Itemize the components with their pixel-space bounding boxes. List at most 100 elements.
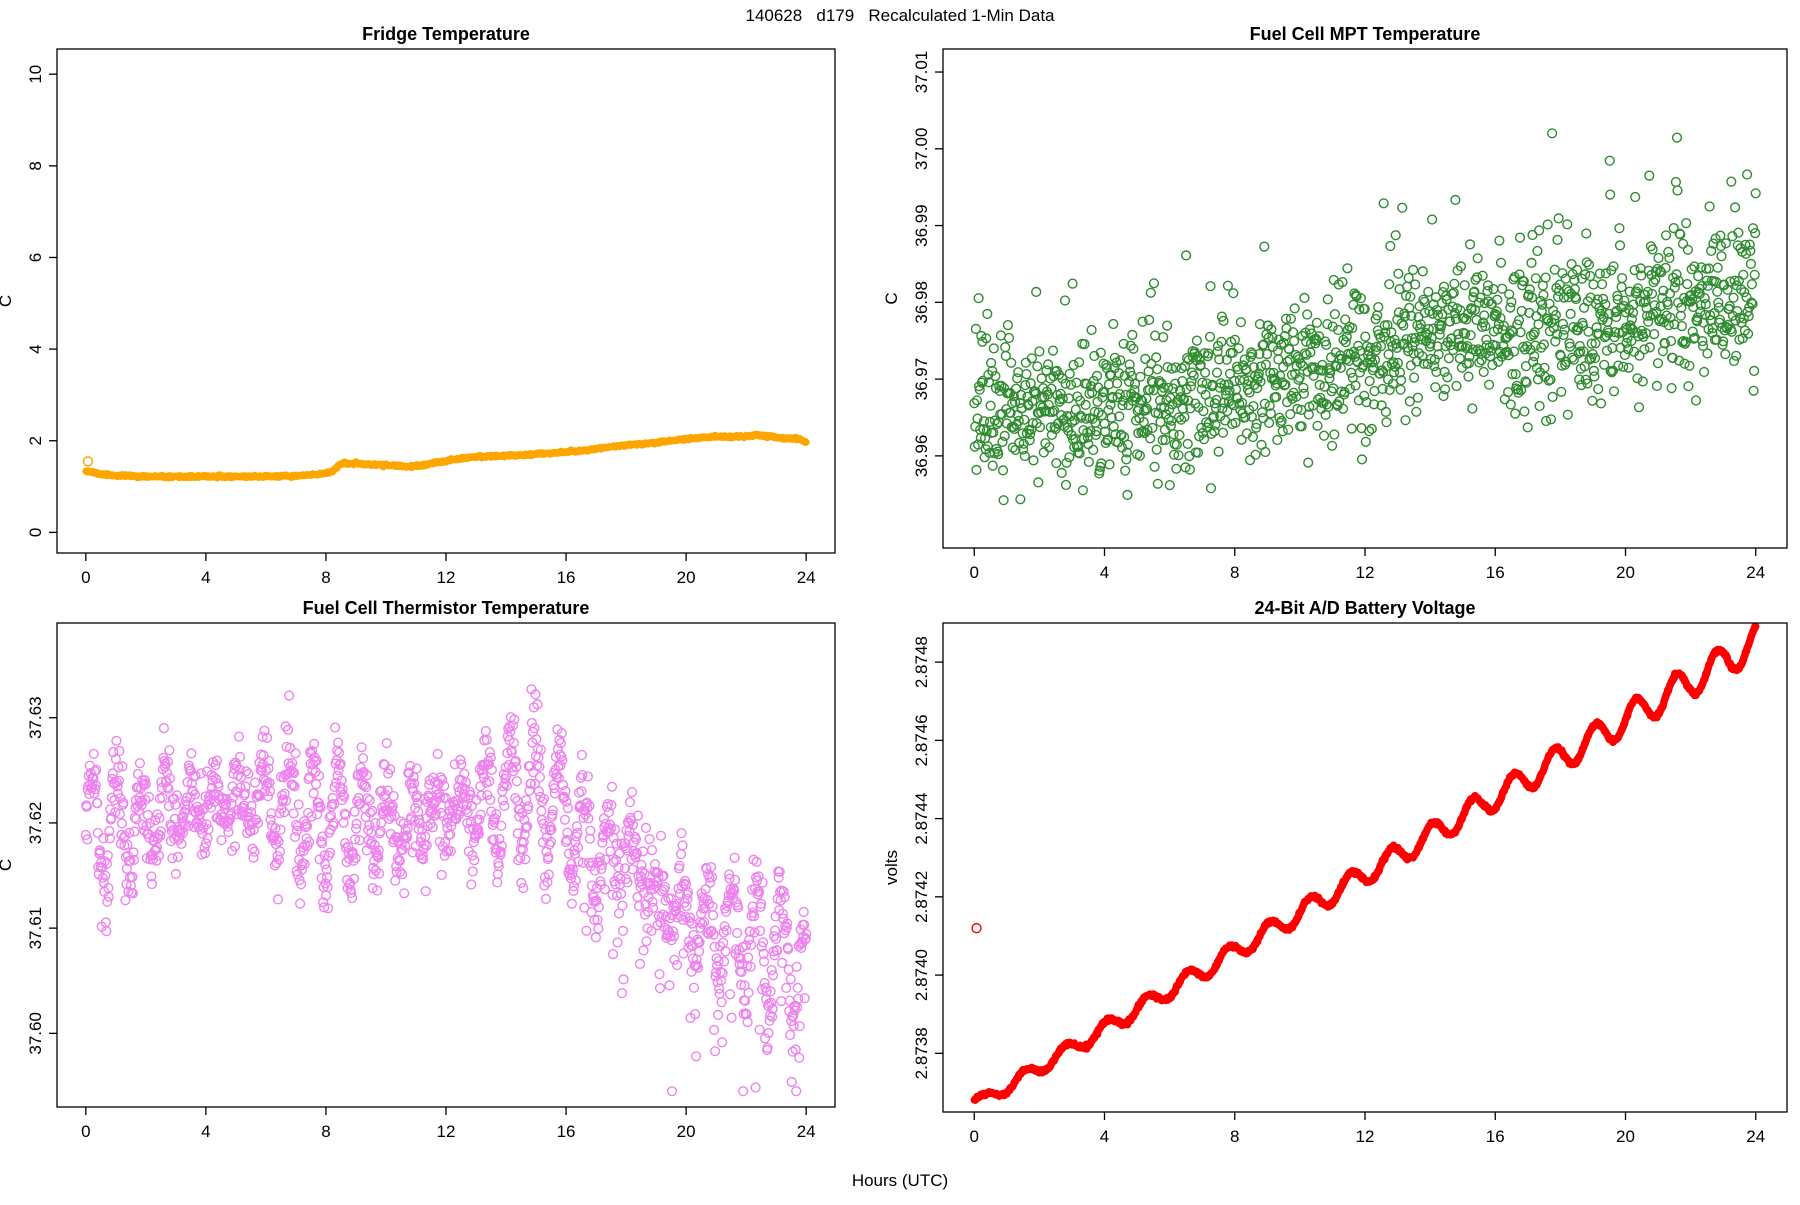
data-point xyxy=(1729,275,1740,286)
data-point xyxy=(1391,342,1402,354)
data-point xyxy=(1368,399,1380,410)
data-point xyxy=(1201,378,1212,389)
data-point xyxy=(756,941,767,952)
data-point xyxy=(1173,450,1184,461)
data-point xyxy=(196,817,207,828)
data-point xyxy=(82,834,93,845)
data-point xyxy=(1702,348,1713,359)
data-point xyxy=(382,785,393,796)
data-point xyxy=(1452,329,1464,340)
data-point xyxy=(337,784,348,795)
data-point xyxy=(1626,314,1638,325)
y-tick-label: 2.8740 xyxy=(912,949,931,1001)
data-point xyxy=(1634,350,1645,361)
data-point xyxy=(636,859,647,870)
data-point xyxy=(1526,257,1537,269)
data-point xyxy=(1431,366,1442,378)
data-point xyxy=(111,735,122,746)
y-tick-label: 8 xyxy=(26,161,45,170)
data-point xyxy=(660,895,671,906)
data-point xyxy=(1224,368,1236,379)
x-tick-label: 4 xyxy=(1100,1127,1109,1146)
data-point xyxy=(272,894,284,905)
data-band-line xyxy=(970,622,1760,1104)
data-point xyxy=(1639,289,1651,301)
data-point xyxy=(1675,310,1686,321)
data-point xyxy=(1074,448,1085,459)
data-point xyxy=(1536,306,1547,317)
data-point xyxy=(512,795,523,806)
data-point xyxy=(688,982,700,993)
data-point xyxy=(1342,263,1353,274)
data-point xyxy=(1448,344,1459,356)
data-point xyxy=(168,793,180,804)
data-point xyxy=(971,395,983,406)
data-point xyxy=(117,761,128,772)
data-point xyxy=(1228,288,1239,299)
data-point xyxy=(1329,309,1341,320)
x-tick-label: 12 xyxy=(1356,563,1375,582)
data-point xyxy=(511,762,522,773)
data-point xyxy=(199,848,211,859)
data-point xyxy=(1299,292,1310,304)
data-point xyxy=(1398,320,1409,331)
data-point xyxy=(987,460,998,471)
data-point xyxy=(570,875,582,886)
data-point xyxy=(1675,229,1686,240)
data-point xyxy=(1557,318,1569,330)
data-point xyxy=(1056,467,1067,479)
data-point xyxy=(1568,354,1579,365)
data-point xyxy=(593,901,605,913)
data-point xyxy=(1245,351,1256,363)
data-point xyxy=(1149,461,1160,472)
data-point xyxy=(284,690,295,701)
data-point xyxy=(388,790,399,802)
data-point xyxy=(348,855,359,866)
data-point xyxy=(1279,331,1291,342)
data-point xyxy=(1199,348,1210,359)
data-point xyxy=(1235,317,1247,328)
data-point xyxy=(745,939,757,951)
data-point xyxy=(1098,386,1110,397)
data-point xyxy=(201,819,212,830)
data-point xyxy=(333,764,344,776)
data-point xyxy=(437,774,448,785)
data-point xyxy=(1106,412,1117,423)
data-point xyxy=(779,892,790,903)
data-point xyxy=(334,759,345,771)
data-point xyxy=(560,785,571,797)
data-point xyxy=(718,927,729,938)
data-point xyxy=(381,737,392,749)
y-axis-label: C xyxy=(0,295,15,307)
y-tick-label: 6 xyxy=(26,253,45,262)
x-tick-label: 16 xyxy=(557,1122,576,1141)
data-point xyxy=(1392,357,1404,369)
data-point xyxy=(1272,434,1283,446)
data-point xyxy=(1369,354,1381,366)
data-point xyxy=(1026,353,1037,364)
data-point xyxy=(321,864,332,875)
data-point xyxy=(349,806,360,817)
data-point xyxy=(258,750,269,761)
data-point xyxy=(1158,332,1169,343)
data-point xyxy=(1715,240,1727,252)
data-point xyxy=(709,941,720,952)
data-point xyxy=(275,824,286,835)
data-point xyxy=(111,777,123,788)
data-point xyxy=(703,928,714,940)
data-point xyxy=(327,792,338,804)
data-point xyxy=(143,828,154,839)
data-point xyxy=(533,786,545,797)
data-point xyxy=(1533,225,1545,236)
data-point xyxy=(211,755,223,766)
data-point xyxy=(1606,367,1617,378)
data-point xyxy=(513,854,524,866)
data-point xyxy=(1323,363,1335,374)
data-point xyxy=(669,954,680,965)
data-point xyxy=(1261,349,1273,360)
data-point xyxy=(1036,373,1047,384)
data-point xyxy=(1164,404,1175,415)
data-point xyxy=(1643,316,1654,327)
data-point xyxy=(370,865,381,876)
data-point xyxy=(1390,230,1401,241)
